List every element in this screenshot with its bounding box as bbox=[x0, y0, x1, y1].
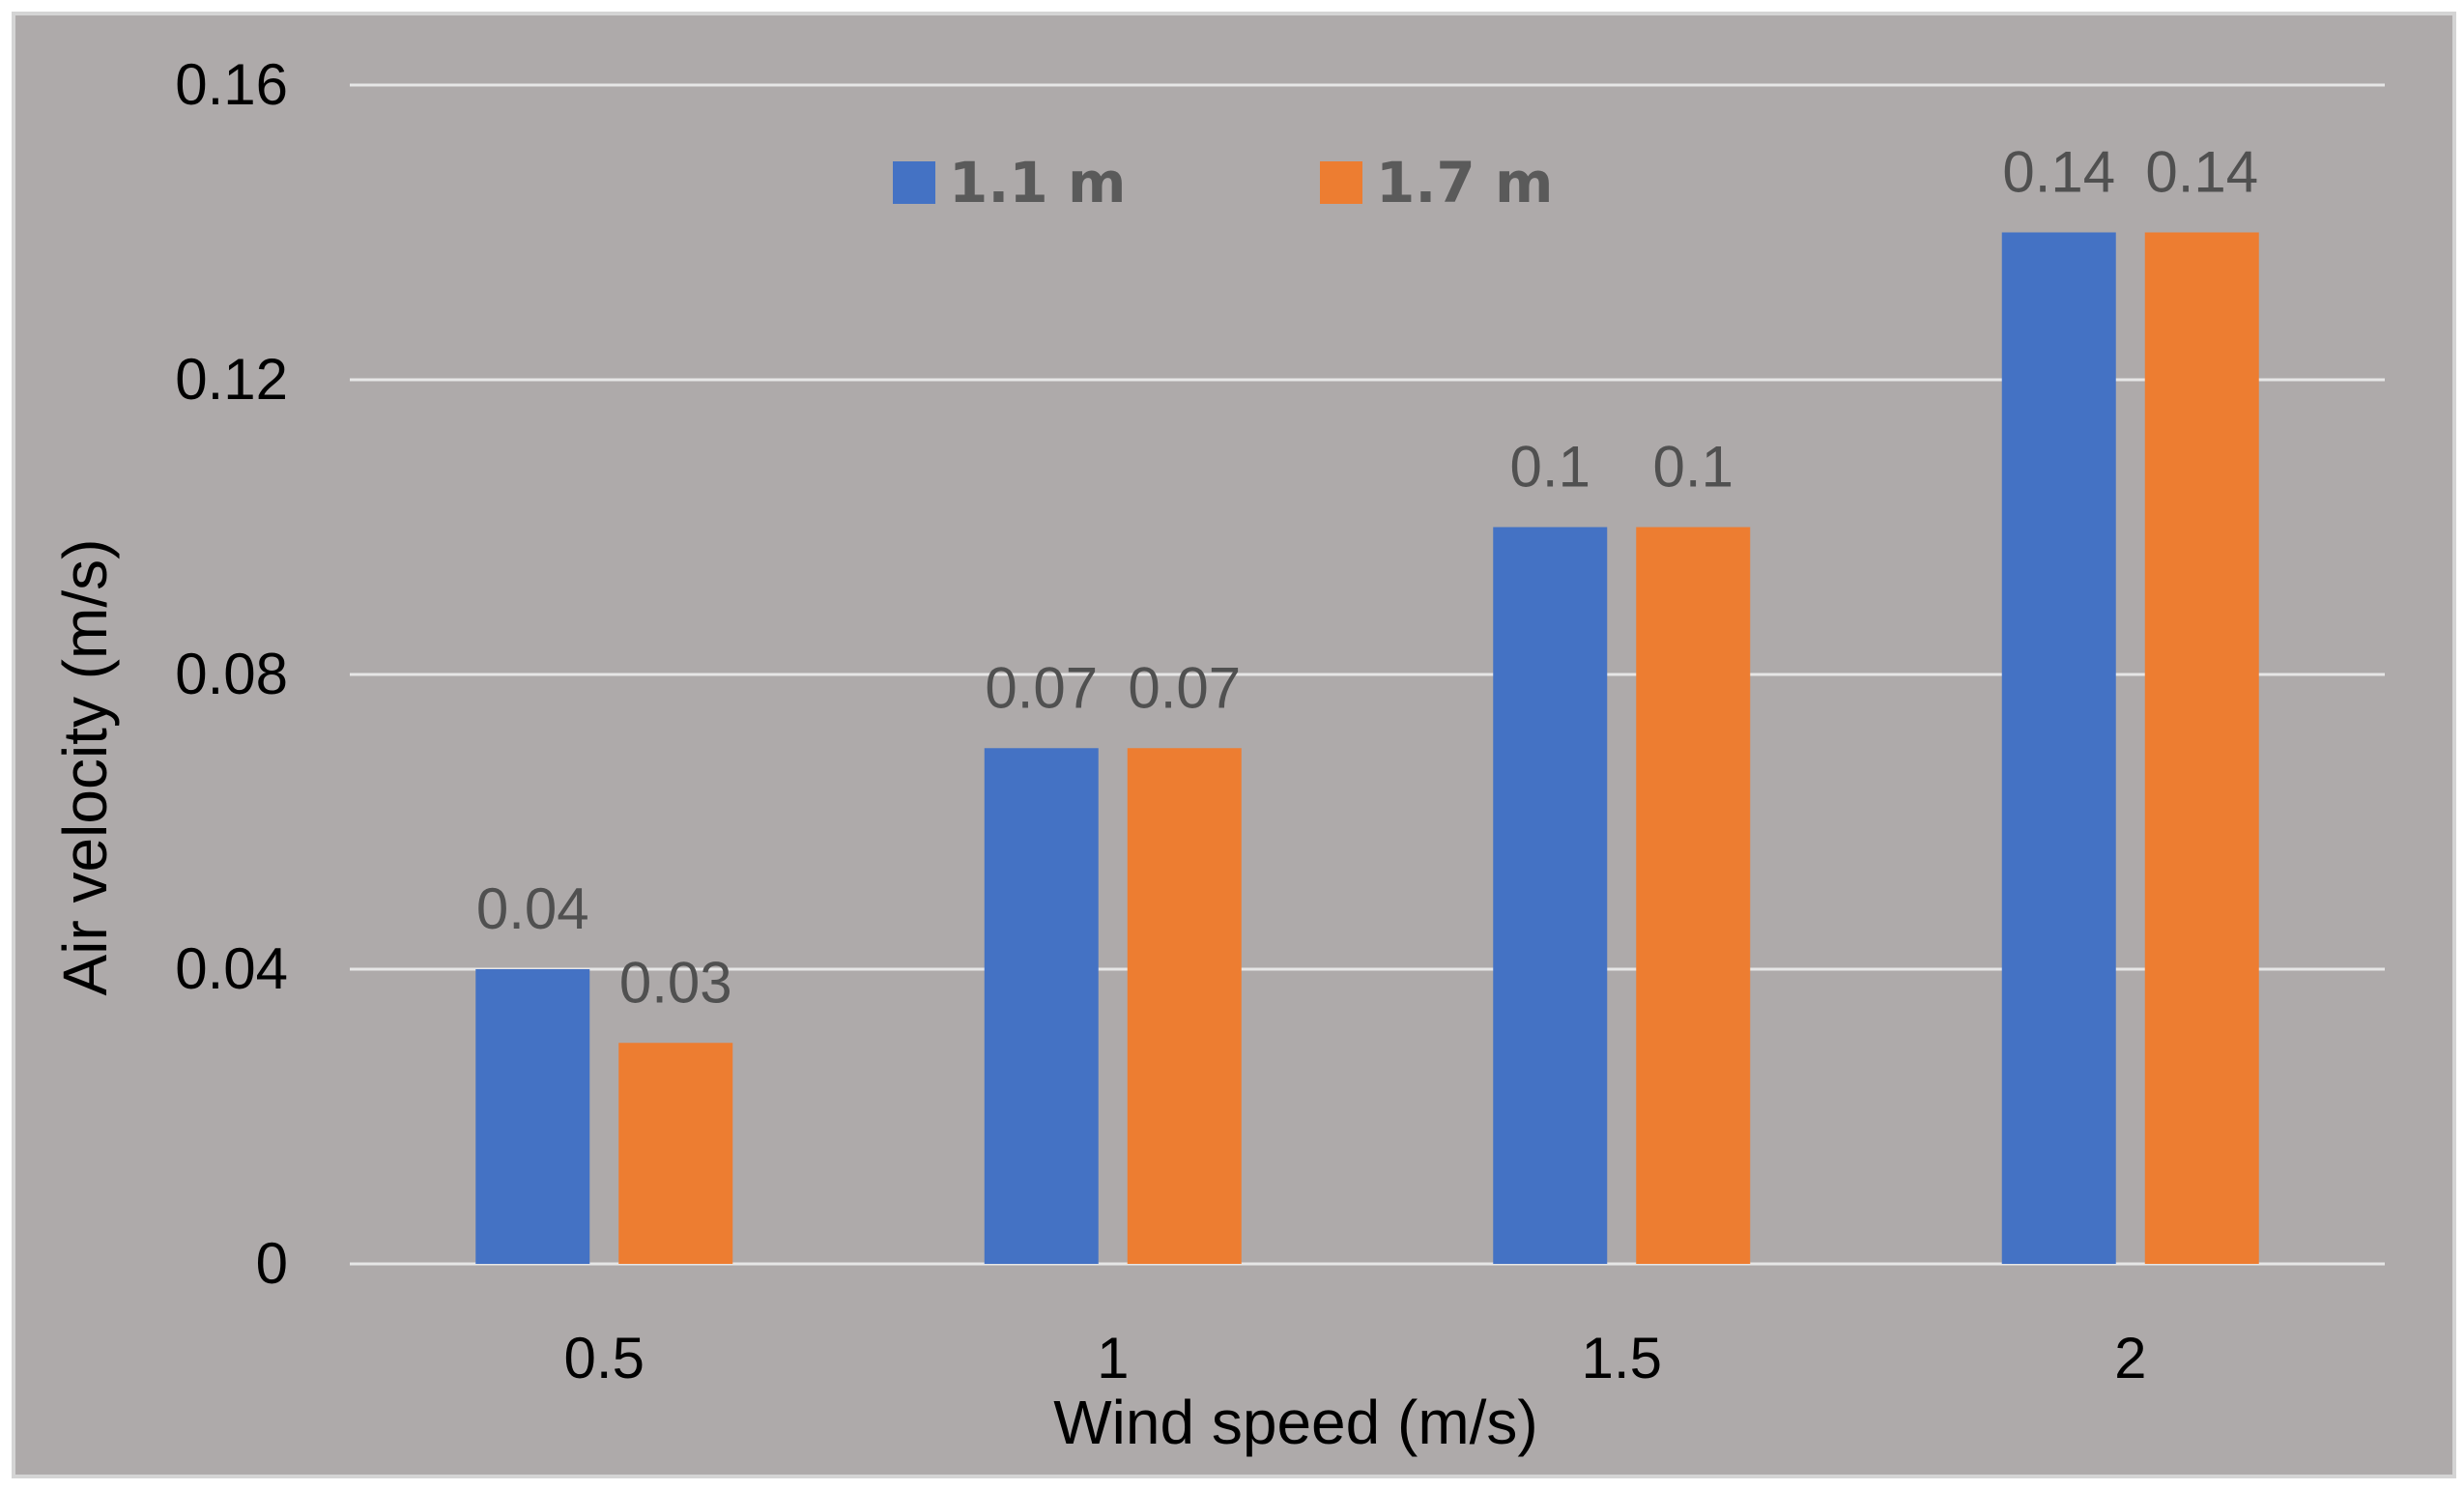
data-label: 0.1 bbox=[1510, 435, 1590, 500]
data-label: 0.14 bbox=[2145, 140, 2258, 205]
legend-label-1-7m: 1.7 m bbox=[1376, 150, 1553, 215]
x-tick-label: 2 bbox=[2114, 1326, 2146, 1390]
bar-1-7-m-0.5 bbox=[618, 1043, 733, 1264]
y-tick-label: 0 bbox=[256, 1231, 288, 1296]
bar-1-7-m-1.5 bbox=[1636, 527, 1751, 1264]
legend-swatch-1-7m bbox=[1320, 161, 1362, 204]
bar-1-1-m-1 bbox=[984, 748, 1099, 1264]
data-label: 0.14 bbox=[2002, 140, 2115, 205]
x-tick-labels: 0.5 1 1.5 2 bbox=[564, 1326, 2147, 1390]
data-label: 0.1 bbox=[1653, 435, 1733, 500]
data-label: 0.04 bbox=[476, 876, 589, 941]
y-tick-labels: 0 0.04 0.08 0.12 0.16 bbox=[175, 52, 288, 1296]
x-tick-label: 1 bbox=[1097, 1326, 1129, 1390]
y-tick-label: 0.12 bbox=[175, 347, 288, 412]
y-tick-label: 0.08 bbox=[175, 642, 288, 706]
legend-label-1-1m: 1.1 m bbox=[949, 150, 1126, 215]
x-tick-label: 0.5 bbox=[564, 1326, 645, 1390]
bar-1-1-m-2 bbox=[2001, 232, 2116, 1264]
bars bbox=[475, 232, 2259, 1264]
legend-swatch-1-1m bbox=[893, 161, 935, 204]
data-label: 0.03 bbox=[619, 950, 732, 1015]
y-axis-title: Air velocity (m/s) bbox=[50, 539, 120, 996]
data-labels: 0.04 0.03 0.07 0.07 0.1 0.1 0.14 0.14 bbox=[476, 140, 2258, 1016]
bar-1-7-m-2 bbox=[2144, 232, 2259, 1264]
data-label: 0.07 bbox=[1128, 655, 1241, 720]
data-label: 0.07 bbox=[985, 655, 1098, 720]
y-tick-label: 0.16 bbox=[175, 52, 288, 117]
bar-chart: 00.040.080.120.16 0.040.030.07 0.070.1 0.1… bbox=[15, 15, 2452, 1475]
x-tick-label: 1.5 bbox=[1582, 1326, 1662, 1390]
bar-1-7-m-1 bbox=[1127, 748, 1242, 1264]
x-axis-title: Wind speed (m/s) bbox=[1053, 1388, 1537, 1457]
legend: 1.1 m 1.7 m bbox=[893, 150, 1553, 215]
y-tick-label: 0.04 bbox=[175, 936, 288, 1001]
bar-1-1-m-0.5 bbox=[475, 969, 590, 1264]
bar-1-1-m-1.5 bbox=[1493, 527, 1608, 1264]
chart-frame: 0 0.04 0.08 0.12 0.16 0.04 0.03 0.07 0.07 0.1 0.1… bbox=[12, 12, 2456, 1478]
